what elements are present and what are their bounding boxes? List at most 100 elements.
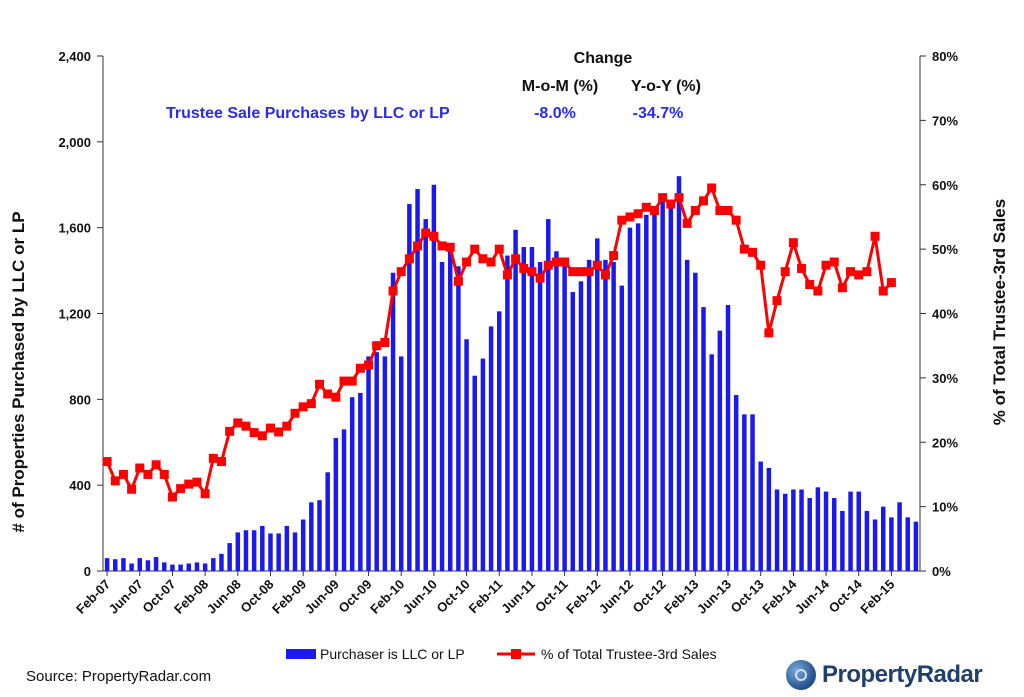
line-marker: [649, 206, 659, 215]
line-marker: [135, 463, 145, 473]
x-tick-label: Oct-12: [630, 577, 669, 616]
bar: [742, 414, 747, 571]
bar: [325, 472, 330, 571]
line-marker: [519, 263, 529, 273]
bar: [211, 558, 216, 572]
yoy-value: -34.7%: [633, 105, 684, 122]
mom-value: -8.0%: [534, 105, 576, 122]
line-marker: [690, 206, 700, 215]
line-marker: [192, 477, 202, 487]
x-tick-label: Oct-08: [237, 577, 276, 616]
line-marker: [151, 460, 161, 470]
y2-axis-title: % of Total Trustee-3rd Sales: [990, 199, 1009, 425]
bar: [113, 559, 118, 571]
bar: [488, 326, 494, 572]
line-marker: [429, 231, 439, 241]
line-marker: [551, 257, 561, 267]
bar: [627, 227, 633, 572]
brand-name: PropertyRadar: [822, 661, 983, 688]
bar: [693, 272, 698, 571]
bar: [251, 530, 257, 571]
line-marker: [731, 215, 741, 225]
line-marker: [625, 212, 635, 222]
legend-swatch-bars: [286, 649, 316, 659]
bar: [349, 397, 355, 571]
bar: [374, 352, 379, 572]
x-tick-label: Feb-13: [661, 577, 701, 617]
bar: [668, 199, 674, 571]
radar-logo-icon: [786, 660, 816, 690]
brand-logo[interactable]: PropertyRadar: [786, 660, 983, 690]
line-marker: [453, 276, 463, 286]
x-tick-label: Oct-13: [728, 577, 767, 616]
line-marker: [216, 457, 226, 467]
line-marker: [380, 337, 390, 347]
bar: [415, 189, 420, 572]
bar: [382, 356, 388, 571]
line-marker: [184, 479, 194, 489]
line-marker: [241, 421, 251, 431]
line-marker: [535, 273, 545, 283]
bar: [766, 468, 772, 571]
bar: [799, 489, 804, 571]
y2-tick-label: 70%: [932, 113, 958, 128]
line-marker: [396, 267, 406, 277]
line-marker: [764, 328, 774, 338]
line-marker: [568, 267, 578, 277]
bar: [407, 204, 412, 571]
bar: [472, 375, 477, 571]
line-marker: [862, 267, 872, 277]
line-marker: [780, 267, 790, 277]
bar: [366, 356, 371, 571]
line-marker: [437, 241, 447, 251]
bar: [317, 500, 322, 571]
bar: [505, 255, 510, 571]
line-marker: [257, 431, 267, 441]
bar: [243, 530, 249, 571]
line-marker: [249, 428, 259, 438]
bar: [235, 532, 241, 572]
bar: [864, 510, 870, 571]
x-tick-label: Feb-12: [563, 577, 603, 617]
mom-header: M-o-M (%): [522, 78, 598, 95]
line-marker: [527, 267, 537, 277]
bar: [358, 392, 363, 571]
line-marker: [699, 196, 708, 206]
bar: [823, 491, 829, 571]
bar: [595, 238, 600, 571]
line-marker: [511, 254, 521, 264]
bar: [791, 489, 796, 571]
line-marker: [208, 453, 218, 463]
bar: [260, 525, 265, 571]
y-tick-label: 1,200: [58, 307, 91, 322]
bar: [546, 219, 551, 571]
line-marker: [486, 257, 496, 267]
x-tick-label: Jun-08: [204, 577, 244, 617]
line-marker: [274, 427, 284, 437]
y2-tick-label: 20%: [932, 435, 958, 450]
line-marker: [502, 270, 512, 280]
bar: [782, 493, 788, 571]
x-tick-label: Feb-11: [466, 577, 506, 617]
bar: [905, 517, 910, 571]
bar: [807, 498, 812, 571]
line-marker: [609, 251, 619, 261]
y-axis-title: # of Properties Purchased by LLC or LP: [9, 211, 28, 532]
bar: [268, 533, 273, 571]
bar: [300, 519, 306, 571]
line-marker: [347, 376, 357, 386]
bar: [562, 257, 567, 571]
bar-series: [104, 176, 919, 572]
line-marker: [797, 263, 807, 273]
y-tick-label: 400: [69, 478, 91, 493]
bar: [284, 525, 290, 571]
series-label: Trustee Sale Purchases by LLC or LP: [166, 105, 450, 122]
bar: [456, 266, 461, 571]
line-marker: [813, 286, 823, 296]
line-marker: [829, 257, 839, 267]
y2-tick-label: 10%: [932, 500, 958, 515]
y2-tick-label: 30%: [932, 371, 958, 386]
yoy-header: Y-o-Y (%): [631, 78, 701, 95]
line-marker: [576, 267, 586, 277]
